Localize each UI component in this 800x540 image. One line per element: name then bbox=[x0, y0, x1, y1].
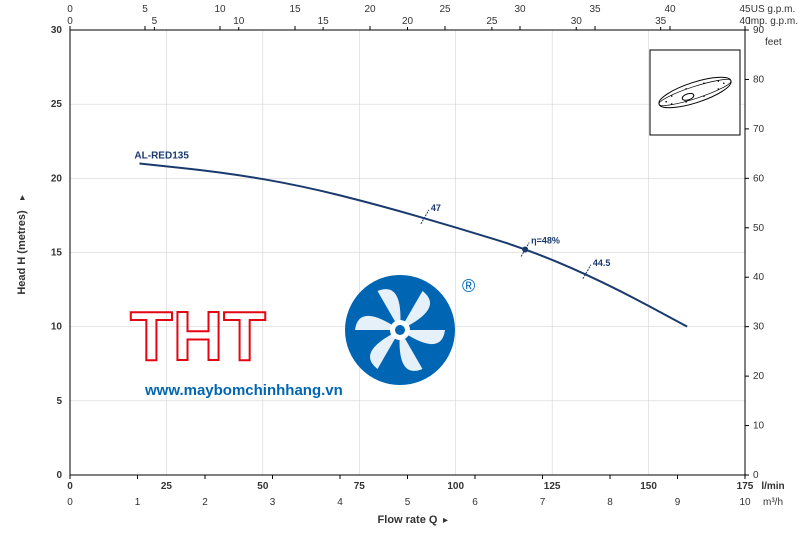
svg-text:125: 125 bbox=[544, 481, 561, 492]
impeller-inset bbox=[650, 50, 740, 135]
svg-text:0: 0 bbox=[67, 4, 73, 15]
svg-text:30: 30 bbox=[51, 25, 63, 36]
svg-text:0: 0 bbox=[56, 470, 62, 481]
svg-text:▸: ▸ bbox=[17, 195, 28, 200]
svg-text:6: 6 bbox=[472, 497, 478, 508]
svg-text:Head H (metres): Head H (metres) bbox=[16, 210, 28, 295]
svg-text:50: 50 bbox=[753, 223, 765, 234]
svg-text:40: 40 bbox=[664, 4, 676, 15]
svg-text:70: 70 bbox=[753, 124, 765, 135]
svg-text:5: 5 bbox=[56, 396, 62, 407]
svg-text:0: 0 bbox=[753, 470, 759, 481]
svg-text:0: 0 bbox=[67, 481, 73, 492]
svg-text:30: 30 bbox=[753, 322, 765, 333]
svg-text:30: 30 bbox=[571, 16, 583, 27]
svg-text:35: 35 bbox=[655, 16, 667, 27]
svg-text:75: 75 bbox=[354, 481, 366, 492]
svg-text:1: 1 bbox=[135, 497, 141, 508]
svg-text:5: 5 bbox=[142, 4, 148, 15]
svg-text:5: 5 bbox=[405, 497, 411, 508]
svg-text:90: 90 bbox=[753, 25, 765, 36]
svg-text:150: 150 bbox=[640, 481, 657, 492]
svg-text:15: 15 bbox=[318, 16, 330, 27]
svg-text:10: 10 bbox=[214, 4, 226, 15]
svg-text:9: 9 bbox=[675, 497, 681, 508]
chart-svg: 0255075100125150175051015202530051015202… bbox=[0, 0, 800, 540]
svg-text:feet: feet bbox=[765, 37, 782, 48]
svg-text:20: 20 bbox=[402, 16, 414, 27]
svg-text:0: 0 bbox=[67, 497, 73, 508]
svg-text:15: 15 bbox=[51, 248, 63, 259]
svg-text:25: 25 bbox=[51, 99, 63, 110]
svg-text:15: 15 bbox=[289, 4, 301, 15]
svg-text:20: 20 bbox=[753, 371, 765, 382]
svg-text:20: 20 bbox=[51, 173, 63, 184]
svg-text:3: 3 bbox=[270, 497, 276, 508]
svg-text:20: 20 bbox=[364, 4, 376, 15]
svg-text:▸: ▸ bbox=[443, 515, 448, 526]
svg-text:45: 45 bbox=[739, 4, 751, 15]
pump-performance-chart: 0255075100125150175051015202530051015202… bbox=[0, 0, 800, 540]
svg-text:7: 7 bbox=[540, 497, 546, 508]
svg-text:35: 35 bbox=[589, 4, 601, 15]
svg-text:25: 25 bbox=[161, 481, 173, 492]
svg-text:m³/h: m³/h bbox=[763, 497, 783, 508]
registered-mark: ® bbox=[462, 276, 475, 296]
efficiency-marker: 47 bbox=[431, 203, 441, 213]
svg-text:0: 0 bbox=[67, 16, 73, 27]
watermark-tht: THT bbox=[130, 297, 266, 375]
efficiency-marker: 44.5 bbox=[593, 258, 611, 268]
svg-text:10: 10 bbox=[739, 497, 751, 508]
svg-text:80: 80 bbox=[753, 74, 765, 85]
svg-text:10: 10 bbox=[753, 421, 765, 432]
svg-text:100: 100 bbox=[447, 481, 464, 492]
svg-text:30: 30 bbox=[514, 4, 526, 15]
svg-text:2: 2 bbox=[202, 497, 208, 508]
series-label: AL-RED135 bbox=[134, 151, 189, 162]
efficiency-marker: η=48% bbox=[531, 236, 560, 246]
svg-text:60: 60 bbox=[753, 173, 765, 184]
svg-text:4: 4 bbox=[337, 497, 343, 508]
svg-text:50: 50 bbox=[257, 481, 269, 492]
svg-text:10: 10 bbox=[233, 16, 245, 27]
svg-text:10: 10 bbox=[51, 322, 63, 333]
svg-text:US g.p.m.: US g.p.m. bbox=[751, 4, 795, 15]
svg-text:l/min: l/min bbox=[761, 481, 784, 492]
svg-text:25: 25 bbox=[439, 4, 451, 15]
svg-text:5: 5 bbox=[152, 16, 158, 27]
svg-text:25: 25 bbox=[486, 16, 498, 27]
watermark-url: www.maybomchinhhang.vn bbox=[144, 382, 343, 399]
svg-text:40: 40 bbox=[753, 272, 765, 283]
svg-text:8: 8 bbox=[607, 497, 613, 508]
svg-text:175: 175 bbox=[737, 481, 754, 492]
svg-text:Flow rate Q: Flow rate Q bbox=[378, 514, 438, 526]
